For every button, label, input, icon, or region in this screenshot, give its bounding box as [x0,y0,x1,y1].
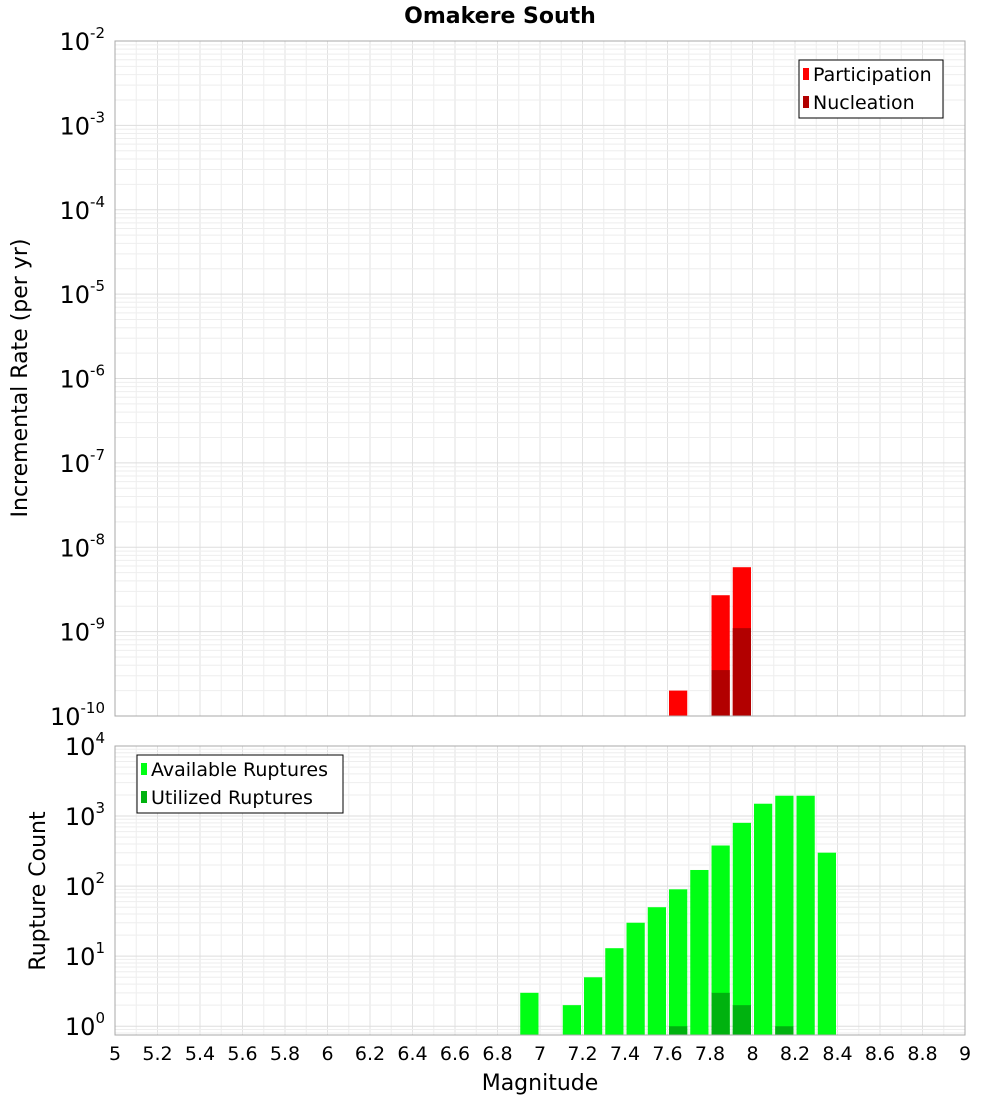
bottom-bar [626,922,645,1035]
top-grid [114,40,966,717]
x-tick-label: 7.8 [695,1043,725,1065]
top-y-axis-label: Incremental Rate (per yr) [8,239,33,518]
top-legend-label: Participation [813,64,932,86]
bottom-legend-swatch [141,763,147,775]
bottom-bar [647,907,666,1035]
top-y-tick-label: 10-8 [59,530,105,562]
top-legend: Participation Nucleation [798,59,944,119]
x-tick-label: 7.2 [567,1043,597,1065]
bottom-bar [711,845,730,1035]
top-plot: 10-10 10-9 10-8 10-7 10-6 10-5 10-4 10-3 10-2 Par… [50,24,966,731]
x-tick-label: 5.2 [142,1043,172,1065]
bottom-bar [711,992,730,1035]
top-plot-frame [114,40,966,717]
bottom-bar [796,795,815,1035]
top-bar [669,690,688,716]
x-tick-label: 7 [534,1043,546,1065]
bottom-y-tick-label: 104 [65,729,105,761]
x-tick-label: 5.4 [185,1043,215,1065]
top-legend-box [798,59,944,119]
bottom-y-axis-label: Rupture Count [26,811,51,971]
bottom-bar [690,869,709,1035]
top-y-tick-label: 10-2 [59,24,105,56]
bottom-bar [520,992,539,1035]
bottom-plot: 100 101 102 103 104 Available Ruptures Utilize… [65,729,971,1065]
bottom-bar [584,977,603,1035]
x-tick-label: 5.6 [227,1043,257,1065]
top-legend-label: Nucleation [813,92,915,114]
top-legend-swatch [803,96,809,108]
x-tick-label: 8.8 [907,1043,937,1065]
bottom-bar [732,822,751,1035]
top-bar [732,628,751,716]
top-y-tick-label: 10-10 [50,699,105,731]
bottom-y-tick-label: 100 [65,1009,105,1041]
top-y-tick-label: 10-5 [59,277,105,309]
bottom-bar [669,1026,688,1035]
x-tick-label: 8.2 [780,1043,810,1065]
bottom-plot-frame [114,745,966,1036]
top-series-1 [711,628,751,716]
x-tick-label: 5 [109,1043,121,1065]
x-tick-label: 8.4 [822,1043,852,1065]
top-y-tick-label: 10-7 [59,446,105,478]
x-tick-label: 7.4 [610,1043,640,1065]
x-tick-label: 6.6 [440,1043,470,1065]
top-y-tick-label: 10-4 [59,193,105,225]
x-tick-label: 8.6 [865,1043,895,1065]
x-tick-label: 6 [321,1043,333,1065]
top-y-tick-label: 10-6 [59,362,105,394]
bottom-y-tick-label: 102 [65,869,105,901]
bottom-bar [669,889,688,1035]
x-tick-label: 8 [746,1043,758,1065]
x-tick-label: 7.6 [652,1043,682,1065]
x-tick-label: 6.4 [397,1043,427,1065]
chart-title: Omakere South [404,4,596,29]
bottom-bar [754,803,773,1035]
top-y-tick-label: 10-3 [59,108,105,140]
bottom-bar [732,1005,751,1035]
bottom-series-0 [520,795,836,1035]
bottom-bar [775,1026,794,1035]
top-legend-swatch [803,68,809,80]
bottom-bar [817,852,836,1035]
top-bar [711,670,730,716]
bottom-bar [775,795,794,1035]
bottom-bar [562,1005,581,1035]
x-tick-label: 6.8 [482,1043,512,1065]
x-tick-label: 5.8 [270,1043,300,1065]
x-tick-label: 6.2 [355,1043,385,1065]
bottom-y-tick-label: 101 [65,939,105,971]
bottom-legend-label: Available Ruptures [151,759,328,781]
bottom-legend-label: Utilized Ruptures [151,787,313,809]
bottom-y-tick-label: 103 [65,799,105,831]
bottom-legend-swatch [141,791,147,803]
bottom-series-1 [669,992,794,1035]
x-tick-label: 9 [959,1043,971,1065]
bottom-legend-box [136,754,344,814]
bottom-legend: Available Ruptures Utilized Ruptures [136,754,344,814]
x-axis-label: Magnitude [482,1071,599,1096]
bottom-bar [605,948,624,1035]
top-y-tick-label: 10-9 [59,615,105,647]
